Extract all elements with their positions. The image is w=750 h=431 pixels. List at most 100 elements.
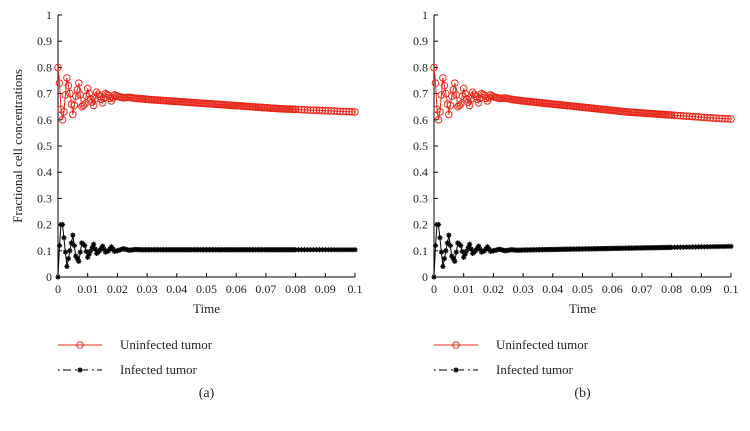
- data-point: [443, 248, 449, 254]
- x-tick-label: 0.07: [631, 282, 652, 296]
- data-point: [432, 242, 439, 249]
- x-tick-label: 0.01: [453, 282, 474, 296]
- legend: Uninfected tumor Infected tumor: [434, 337, 589, 377]
- data-point: [71, 242, 77, 249]
- y-tick-label: 0.2: [413, 218, 428, 232]
- y-tick-label: 0.9: [37, 34, 52, 48]
- y-tick-label: 0.8: [37, 60, 52, 74]
- data-point: [291, 105, 300, 114]
- x-tick-label: 0.06: [226, 282, 247, 296]
- data-point: [436, 108, 444, 116]
- data-point: [718, 114, 726, 123]
- data-point: [91, 241, 97, 247]
- legend-marker: [453, 367, 459, 373]
- data-point: [60, 108, 68, 116]
- y-tick-label: 0.9: [413, 34, 428, 48]
- data-point: [459, 84, 468, 93]
- data-point: [303, 106, 312, 114]
- data-point: [351, 108, 359, 116]
- data-point: [673, 111, 682, 120]
- series-infected: [55, 222, 358, 280]
- legend-label: Uninfected tumor: [496, 337, 589, 352]
- data-point: [65, 256, 71, 262]
- legend-label: Uninfected tumor: [120, 337, 213, 352]
- y-tick-label: 0.8: [413, 60, 428, 74]
- data-point: [435, 222, 442, 228]
- series-uninfected: [54, 63, 359, 124]
- y-tick-label: 0.4: [413, 165, 428, 179]
- legend-marker: [77, 367, 83, 373]
- data-point: [430, 63, 438, 72]
- legend-item: Uninfected tumor: [58, 337, 213, 352]
- y-tick-label: 0.1: [37, 244, 52, 258]
- data-point: [440, 263, 446, 270]
- data-point: [682, 112, 691, 120]
- data-point: [70, 232, 76, 238]
- y-tick-label: 0.7: [413, 87, 428, 101]
- data-point: [712, 114, 720, 123]
- x-axis-title: Time: [193, 301, 220, 316]
- data-point: [450, 79, 459, 87]
- y-tick-label: 0.4: [37, 165, 52, 179]
- x-tick-label: 0.05: [572, 282, 593, 296]
- x-tick-label: 0.1: [348, 282, 363, 296]
- legend-item: Uninfected tumor: [434, 337, 589, 352]
- y-tick-label: 0.6: [37, 113, 52, 127]
- legend-label: Infected tumor: [496, 362, 574, 377]
- data-point: [339, 107, 347, 116]
- data-point: [76, 258, 82, 264]
- data-point: [709, 114, 717, 122]
- data-point: [315, 106, 324, 115]
- x-tick-label: 0.03: [513, 282, 534, 296]
- legend-label: Infected tumor: [120, 362, 198, 377]
- data-point: [352, 247, 358, 253]
- data-point: [700, 113, 709, 122]
- x-tick-label: 0: [431, 282, 437, 296]
- data-point: [679, 112, 688, 120]
- data-point: [468, 246, 474, 252]
- data-point: [440, 81, 449, 90]
- y-tick-label: 0: [422, 270, 428, 284]
- legend-item: Infected tumor: [434, 362, 574, 377]
- x-tick-label: 0.09: [691, 282, 712, 296]
- data-point: [330, 107, 339, 115]
- x-axis-title: Time: [569, 301, 596, 316]
- data-point: [439, 74, 447, 82]
- data-point: [83, 84, 92, 93]
- data-point: [58, 116, 67, 124]
- data-point: [685, 112, 694, 121]
- x-tick-label: 0.09: [315, 282, 336, 296]
- data-point: [716, 243, 722, 250]
- data-point: [55, 274, 61, 280]
- y-tick-label: 0.3: [37, 191, 52, 205]
- chart-panel-b: 0 0.1 0.2 0.3 0.4 0.5 0.6 0.7 0.8 0.9 1 0 0.01 0.02 0.…: [413, 8, 739, 401]
- legend: Uninfected tumor Infected tumor: [58, 337, 213, 377]
- panel-label: (a): [199, 386, 215, 401]
- data-point: [724, 115, 732, 123]
- data-point: [92, 246, 98, 252]
- data-point: [445, 110, 453, 119]
- x-tick-label: 0.02: [483, 282, 504, 296]
- data-point: [434, 116, 443, 124]
- y-tick-label: 0: [46, 270, 52, 284]
- data-point: [728, 243, 734, 249]
- y-tick-label: 0.5: [37, 139, 52, 153]
- data-point: [461, 89, 469, 98]
- y-tick-label: 0.2: [37, 218, 52, 232]
- data-point: [437, 91, 446, 99]
- data-point: [309, 106, 318, 115]
- data-point: [676, 111, 685, 120]
- data-point: [667, 111, 676, 119]
- data-point: [59, 222, 66, 228]
- y-tick-label: 0.3: [413, 191, 428, 205]
- x-tick-label: 0.02: [107, 282, 128, 296]
- data-point: [447, 242, 453, 249]
- panel-label: (b): [574, 386, 591, 401]
- data-point: [294, 105, 303, 114]
- data-point: [61, 91, 70, 99]
- data-point: [70, 101, 79, 110]
- data-point: [321, 106, 330, 115]
- data-point: [293, 247, 299, 253]
- data-point: [453, 249, 459, 255]
- data-point: [324, 106, 333, 115]
